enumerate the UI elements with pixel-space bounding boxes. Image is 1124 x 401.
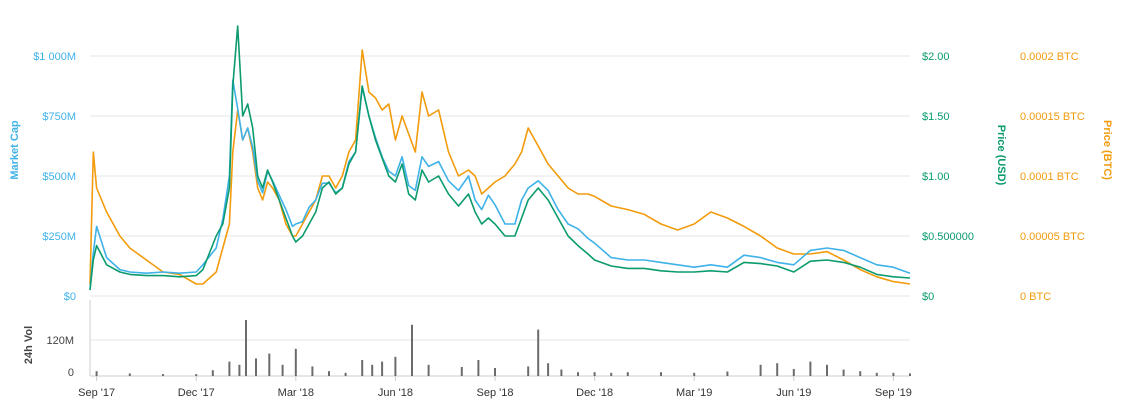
volume-bar xyxy=(626,372,629,376)
volume-bar xyxy=(892,372,895,376)
x-tick-label: Dec '18 xyxy=(576,387,613,399)
volume-bar xyxy=(809,361,812,376)
btc-tick-label: 0.00015 BTC xyxy=(1020,111,1085,123)
volume-bar xyxy=(381,361,384,376)
x-tick-label: Jun '19 xyxy=(776,387,811,399)
usd-tick-label: $0 xyxy=(922,291,934,303)
usd-tick-label: $1.00 xyxy=(922,171,950,183)
btc-tick-label: 0.0001 BTC xyxy=(1020,171,1079,183)
volume-bar xyxy=(477,360,480,376)
volume-bar xyxy=(537,329,540,376)
volume-bar xyxy=(238,364,241,376)
volume-bar xyxy=(593,372,596,376)
volume-bar xyxy=(371,364,374,376)
volume-bar xyxy=(494,368,496,376)
series-layer xyxy=(89,25,911,291)
x-tick-label: Sep '17 xyxy=(78,387,115,399)
volume-bar xyxy=(281,364,284,376)
x-tick-label: Sep '18 xyxy=(477,387,514,399)
volume-bar xyxy=(255,358,257,376)
volume-bar xyxy=(726,371,729,376)
volume-bar xyxy=(328,371,330,376)
volume-bar xyxy=(792,369,795,376)
volume-bar xyxy=(560,369,563,376)
x-tick-label: Mar '19 xyxy=(676,387,712,399)
market-cap-tick-label: $1 000M xyxy=(33,51,76,63)
volume-bar xyxy=(311,366,314,376)
volume-bar xyxy=(245,320,247,376)
volume-bars xyxy=(95,320,911,376)
volume-bar xyxy=(268,353,271,376)
market-cap-tick-label: $500M xyxy=(42,171,76,183)
usd-tick-label: $2.00 xyxy=(922,51,950,63)
volume-bar xyxy=(875,372,878,376)
volume-bar xyxy=(577,372,579,376)
volume-bar xyxy=(95,371,98,376)
volume-bar xyxy=(660,372,662,376)
volume-bar xyxy=(610,372,613,376)
market-cap-axis-ticks: $0 $250M $500M $750M $1 000M xyxy=(33,51,76,303)
volume-bar xyxy=(361,360,364,376)
volume-bar xyxy=(228,361,231,376)
x-tick-label: Mar '18 xyxy=(278,387,314,399)
volume-bar xyxy=(344,372,347,376)
market-cap-tick-label: $250M xyxy=(42,231,76,243)
market-cap-axis-title: Market Cap xyxy=(9,120,21,180)
volume-bar xyxy=(394,356,397,376)
volume-bar xyxy=(195,374,198,376)
btc-tick-label: 0 BTC xyxy=(1020,291,1051,303)
usd-tick-label: $1.50 xyxy=(922,111,950,123)
btc-tick-label: 0.0002 BTC xyxy=(1020,51,1079,63)
volume-bar xyxy=(162,374,164,376)
volume-bar xyxy=(460,367,463,376)
volume-bar xyxy=(527,366,530,376)
volume-axis-ticks: 0 120M xyxy=(46,335,74,379)
x-axis-ticks: Sep '17 Dec '17 Mar '18 Jun '18 Sep '18 Dec '… xyxy=(78,376,912,399)
x-tick-label: Sep '19 xyxy=(875,387,912,399)
market-cap-tick-label: $0 xyxy=(64,291,76,303)
volume-axis-title: 24h Vol xyxy=(23,326,35,364)
series-line-btc xyxy=(89,49,911,285)
volume-bar xyxy=(776,363,779,376)
usd-tick-label: $0.500000 xyxy=(922,231,974,243)
volume-bar xyxy=(128,373,131,376)
volume-bar xyxy=(294,348,297,376)
volume-bar xyxy=(826,364,828,376)
market-cap-tick-label: $750M xyxy=(42,111,76,123)
volume-bar xyxy=(211,370,214,376)
series-line-usd xyxy=(89,25,911,291)
btc-axis-ticks: 0 BTC 0.00005 BTC 0.0001 BTC 0.00015 BTC 0.0… xyxy=(1020,51,1085,303)
volume-bar xyxy=(547,363,550,376)
series-line-left xyxy=(89,79,911,291)
btc-axis-title: Price (BTC) xyxy=(1101,120,1113,180)
volume-tick-label: 120M xyxy=(46,335,74,347)
x-tick-label: Dec '17 xyxy=(178,387,215,399)
volume-bar xyxy=(411,324,413,376)
volume-bar xyxy=(693,372,696,376)
volume-bar xyxy=(427,364,430,376)
volume-bar xyxy=(842,369,845,376)
volume-bar xyxy=(759,364,762,376)
volume-bar xyxy=(909,373,911,376)
volume-tick-label: 0 xyxy=(68,367,74,379)
usd-axis-ticks: $0 $0.500000 $1.00 $1.50 $2.00 xyxy=(922,51,974,303)
x-tick-label: Jun '18 xyxy=(378,387,413,399)
volume-bar xyxy=(859,371,862,376)
btc-tick-label: 0.00005 BTC xyxy=(1020,231,1085,243)
usd-axis-title: Price (USD) xyxy=(995,125,1007,186)
